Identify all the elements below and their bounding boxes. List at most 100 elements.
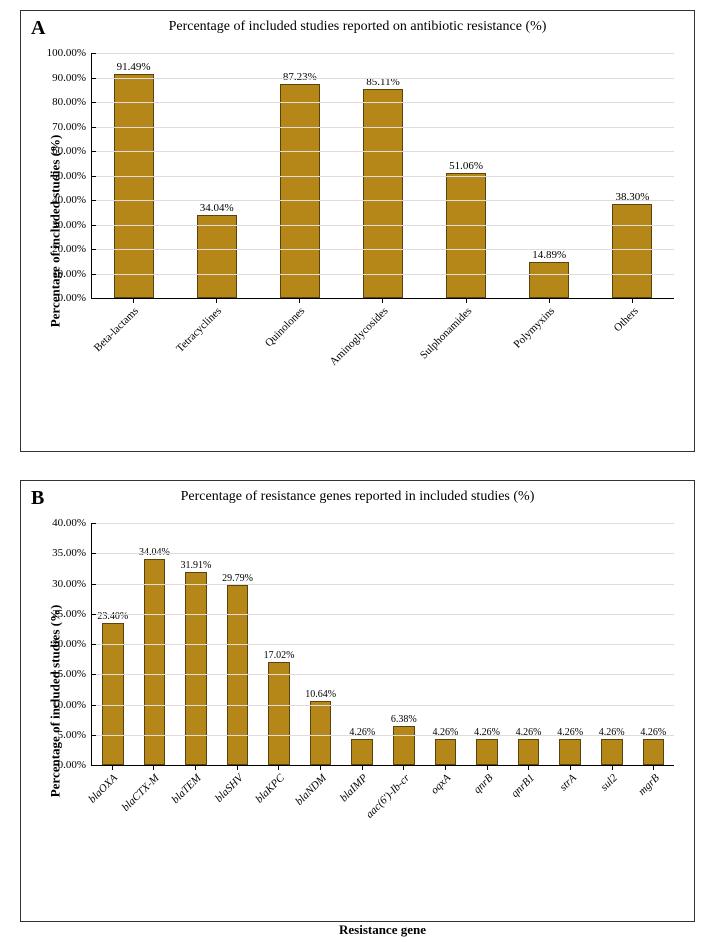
xtick-mark [549,299,550,303]
ytick-label: 10.00% [52,268,92,280]
gridline [92,735,674,736]
gridline [92,705,674,706]
bar-value-label: 17.02% [264,650,295,661]
panel-b-plot-wrap: 23.40%34.04%31.91%29.79%17.02%10.64%4.26… [91,523,674,938]
bar-value-label: 31.91% [181,560,212,571]
ytick-label: 40.00% [52,517,92,529]
panel-a-letter: A [31,17,45,40]
gridline [92,674,674,675]
xtick-label: Tetracyclines [175,305,225,355]
bar-value-label: 4.26% [516,727,542,738]
xtick-label: oqxA [429,772,453,796]
ytick-label: 80.00% [52,96,92,108]
xtick-label: qnrB [471,772,495,796]
ytick-label: 5.00% [58,729,92,741]
panel-b-plot: 23.40%34.04%31.91%29.79%17.02%10.64%4.26… [91,523,674,766]
xtick-label: Sulphonamides [418,305,474,361]
bar: 4.26% [476,739,498,765]
bar: 87.23% [280,84,320,298]
bar: 4.26% [559,739,581,765]
xtick-mark [299,299,300,303]
ytick-label: 35.00% [52,547,92,559]
xtick-label: Aminoglycosides [328,305,391,368]
ytick-label: 100.00% [47,47,92,59]
panel-a: A Percentage of included studies reporte… [20,10,695,452]
xtick-mark [112,766,113,770]
bar-value-label: 10.64% [305,689,336,700]
gridline [92,553,674,554]
xtick-label: blaKPC [253,772,287,806]
bar-value-label: 4.26% [474,727,500,738]
xtick-mark [216,299,217,303]
ytick-label: 25.00% [52,608,92,620]
bar: 14.89% [529,262,569,298]
xtick-label: strA [557,772,578,793]
xtick-label: blaOXA [87,772,121,806]
gridline [92,53,674,54]
bar: 17.02% [268,662,290,765]
bar: 4.26% [351,739,373,765]
ytick-label: 90.00% [52,72,92,84]
gridline [92,102,674,103]
bar: 51.06% [446,173,486,298]
ytick-label: 40.00% [52,194,92,206]
gridline [92,644,674,645]
panel-a-plot-wrap: 91.49% 34.04% 87.23% 85.11% 51.06% 14.89% 38.3… [91,53,674,499]
bar: 4.26% [518,739,540,765]
xtick-label: Beta-lactams [92,305,141,354]
xtick-mark [382,299,383,303]
bar: 85.11% [363,89,403,298]
xtick-mark [528,766,529,770]
bar: 38.30% [612,204,652,298]
xtick-label: blaTEM [170,772,204,806]
bar: 6.38% [393,726,415,765]
bar-value-label: 4.26% [557,727,583,738]
xtick-label: mgrB [636,772,662,798]
bar-value-label: 4.26% [599,727,625,738]
xtick-mark [632,299,633,303]
ytick-label: 60.00% [52,145,92,157]
panel-a-plot: 91.49% 34.04% 87.23% 85.11% 51.06% 14.89% 38.3… [91,53,674,299]
xtick-label: sul2 [599,772,620,793]
xtick-mark [466,299,467,303]
ytick-label: 30.00% [52,219,92,231]
panel-b-xticks: blaOXAblaCTX-MblaTEMblaSHVblaKPCblaNDMbl… [91,766,674,844]
ytick-label: 20.00% [52,638,92,650]
xtick-label: aac(6')-Ib-cr [363,772,412,821]
panel-b: B Percentage of resistance genes reporte… [20,480,695,922]
panel-b-letter: B [31,487,44,510]
bar: 4.26% [643,739,665,765]
xtick-label: blaNDM [293,772,329,808]
xtick-mark [403,766,404,770]
xtick-label: Quinolones [263,305,307,349]
xtick-mark [133,299,134,303]
gridline [92,78,674,79]
xtick-label: blaCTX-M [120,772,162,814]
xtick-mark [570,766,571,770]
xtick-mark [320,766,321,770]
ytick-label: 0.00% [58,759,92,771]
bar-value-label: 4.26% [349,727,375,738]
xtick-mark [153,766,154,770]
panel-b-title: Percentage of resistance genes reported … [21,481,694,505]
figure-page: A Percentage of included studies reporte… [0,0,715,942]
xtick-mark [612,766,613,770]
gridline [92,584,674,585]
bar: 4.26% [601,739,623,765]
xtick-mark [487,766,488,770]
xtick-mark [195,766,196,770]
ytick-label: 50.00% [52,170,92,182]
gridline [92,176,674,177]
bar-value-label: 4.26% [432,727,458,738]
gridline [92,614,674,615]
ytick-label: 15.00% [52,668,92,680]
gridline [92,225,674,226]
gridline [92,151,674,152]
xtick-mark [445,766,446,770]
ytick-label: 70.00% [52,121,92,133]
bar-value-label: 91.49% [117,61,151,73]
ytick-label: 20.00% [52,243,92,255]
gridline [92,274,674,275]
xtick-label: qnrB1 [509,772,537,800]
bar-value-label: 34.04% [200,202,234,214]
